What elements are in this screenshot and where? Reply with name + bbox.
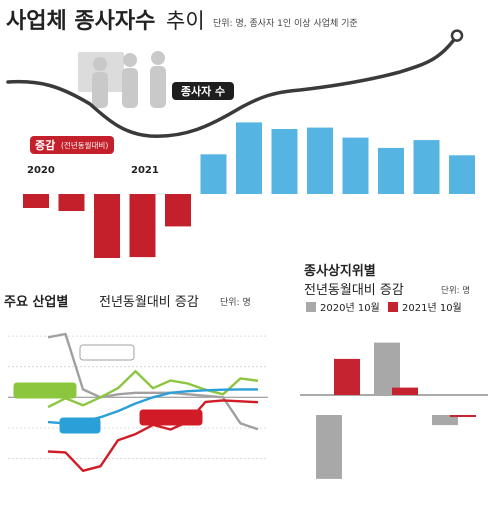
legend-label-2021: 2021년 10월 xyxy=(402,302,462,314)
status-subtitle: 전년동월대비 증감 xyxy=(304,283,404,298)
industry-series-badge xyxy=(59,417,101,434)
year-label-2020: 2020 xyxy=(27,165,55,176)
status-legend: 2020년 10월 2021년 10월 xyxy=(306,302,462,314)
yoy-bar xyxy=(94,194,120,258)
status-unit: 단위: 명 xyxy=(441,285,470,296)
unit-note: 단위: 명, 종사자 1인 이상 사업체 기준 xyxy=(213,18,358,29)
year-label-2021: 2021 xyxy=(131,165,159,176)
person-figure-body xyxy=(122,68,138,108)
yoy-legend-box xyxy=(30,136,114,154)
status-bar xyxy=(334,358,360,395)
status-bar xyxy=(450,415,476,417)
yoy-bar xyxy=(165,194,191,227)
person-figure xyxy=(93,57,107,71)
status-bar xyxy=(316,415,342,479)
yoy-bar xyxy=(449,155,475,194)
yoy-bar xyxy=(129,194,156,258)
status-bar xyxy=(374,342,400,395)
status-bar xyxy=(432,415,458,426)
main-title: 사업체 종사자수 xyxy=(6,9,155,34)
industry-series-badge xyxy=(13,382,77,399)
yoy-legend: 증감 (전년동월대비) xyxy=(30,136,114,154)
workers-line-chart xyxy=(6,29,464,138)
workers-legend-box xyxy=(172,82,234,100)
main-title-suffix: 추이 xyxy=(166,9,205,33)
status-bar xyxy=(392,387,418,395)
yoy-bar xyxy=(378,147,404,194)
industry-title-suffix: 전년동월대비 증감 xyxy=(99,295,199,310)
yoy-bar-chart xyxy=(23,122,475,258)
industry-series-badge xyxy=(79,344,135,361)
yoy-legend-sub: (전년동월대비) xyxy=(61,140,108,150)
yoy-bar xyxy=(307,127,333,194)
yoy-bar xyxy=(58,194,85,211)
yoy-bar xyxy=(342,137,369,194)
legend-swatch-2020 xyxy=(306,302,316,312)
industry-unit: 단위: 명 xyxy=(220,297,251,308)
legend-label-2020: 2020년 10월 xyxy=(320,302,380,314)
industry-title: 주요 산업별 xyxy=(4,294,68,310)
person-figure-body xyxy=(150,66,166,108)
workers-legend-label: 종사자 수 xyxy=(181,84,225,98)
yoy-bar xyxy=(413,140,440,194)
yoy-bar xyxy=(236,122,262,194)
yoy-bar xyxy=(200,154,227,194)
yoy-bar xyxy=(271,129,298,194)
legend-swatch-2021 xyxy=(388,302,398,312)
industry-series-line xyxy=(47,332,259,431)
yoy-bar xyxy=(23,194,49,208)
status-title: 종사상지위별 xyxy=(304,263,376,279)
workers-end-marker xyxy=(450,29,464,42)
status-bar-chart xyxy=(300,342,488,479)
workers-legend: 종사자 수 xyxy=(172,82,234,100)
workers-illustration xyxy=(78,51,166,108)
person-figure xyxy=(123,53,137,67)
yoy-legend-label: 증감 xyxy=(35,138,55,152)
workers-line xyxy=(6,33,459,138)
industry-series-line xyxy=(47,370,259,409)
person-figure-body xyxy=(92,72,108,108)
industry-series-badge xyxy=(139,409,203,426)
person-figure xyxy=(151,51,165,65)
industry-line-chart xyxy=(8,332,268,472)
